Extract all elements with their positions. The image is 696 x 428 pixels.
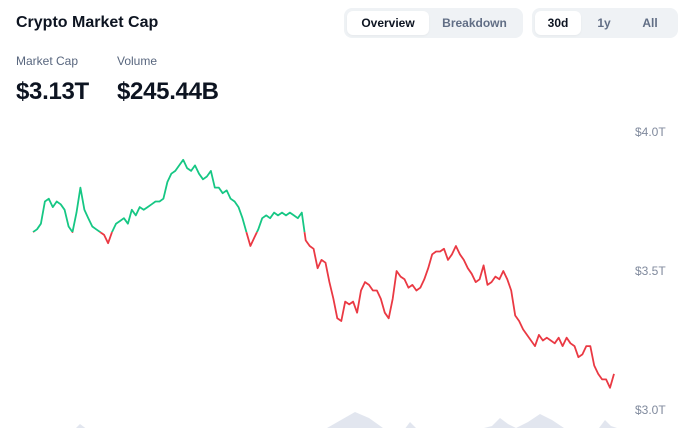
range-1y[interactable]: 1y: [597, 16, 611, 30]
y-tick-3-0: $3.0T: [635, 403, 666, 417]
range-toggle: 30d 1y All: [532, 8, 678, 38]
volume-label: Volume: [117, 54, 158, 68]
page-title: Crypto Market Cap: [16, 14, 159, 31]
tab-overview[interactable]: Overview: [347, 11, 429, 35]
market-cap-stat: Market Cap $3.13T: [16, 54, 89, 106]
y-tick-4-0: $4.0T: [635, 125, 666, 139]
volume-stat: Volume $245.44B: [117, 54, 219, 106]
price-line-down: [32, 232, 615, 389]
market-cap-value: $3.13T: [16, 78, 89, 105]
y-tick-3-5: $3.5T: [635, 264, 666, 278]
volume-area: [0, 412, 696, 428]
range-all[interactable]: All: [642, 16, 658, 30]
volume-value: $245.44B: [117, 78, 219, 105]
view-toggle: Overview Breakdown: [344, 8, 523, 38]
price-line-up: [32, 158, 306, 233]
market-cap-label: Market Cap: [16, 54, 79, 68]
tab-breakdown[interactable]: Breakdown: [442, 16, 507, 30]
range-30d[interactable]: 30d: [535, 11, 581, 35]
